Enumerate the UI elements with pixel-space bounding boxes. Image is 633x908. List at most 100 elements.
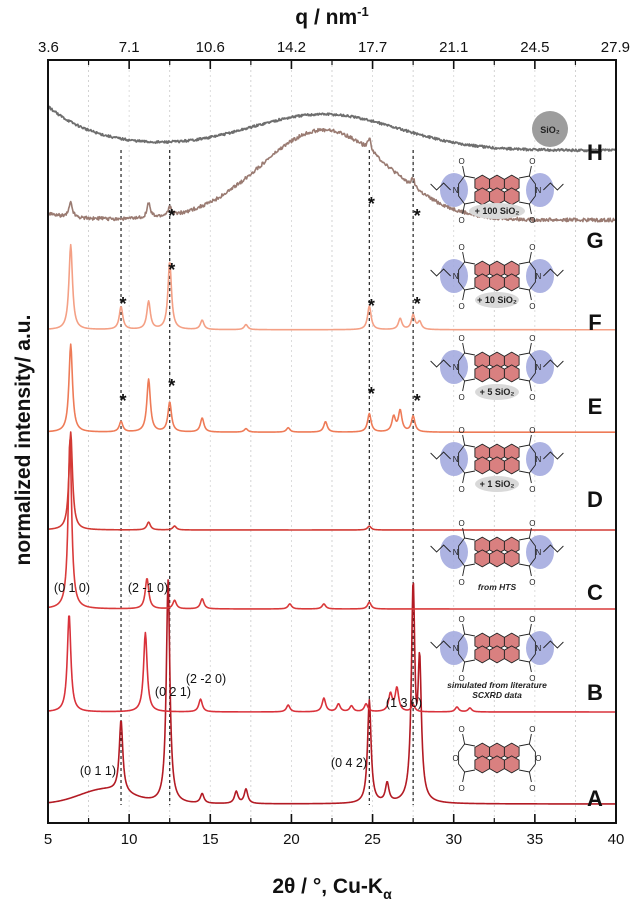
bottom-x-axis-title: 2θ / °, Cu-Kα	[272, 875, 392, 902]
trace-label-C: C	[587, 580, 603, 605]
trace-C	[47, 439, 617, 610]
ring	[503, 187, 520, 206]
molecule-insets: OOOOOOOONOONOONOONOONOONOONOONOONOONOONO…	[430, 111, 568, 793]
ring	[474, 456, 491, 475]
top-tick-label: 17.7	[358, 39, 387, 56]
molecule-E: O O N O O N	[430, 334, 564, 402]
peak-star: *	[168, 376, 175, 396]
carbonyl	[462, 342, 466, 354]
peak-label: (0 1 0)	[54, 581, 90, 595]
imide-ring	[518, 633, 536, 663]
annotations: A B C D E F G H (0 1 1) (0 2 1) (0 4 2) (1 3 0) (0 1…	[54, 140, 604, 811]
axis-ticks: 5 10 15 20 25 30 35 40 3.6 7.1 10.6 14.2 17.7 21.1 24.…	[38, 39, 630, 848]
alkyl-chain	[543, 451, 564, 460]
carbonyl	[528, 380, 532, 392]
carbonyl	[462, 733, 466, 745]
caption-B-line2: SCXRD data	[472, 690, 522, 700]
silica-oval	[469, 203, 525, 219]
oxygen-label: O	[458, 243, 464, 252]
ring	[489, 187, 505, 206]
trace-E	[47, 343, 617, 434]
bottom-tick-label: 40	[608, 831, 625, 848]
peak-label: (0 1 1)	[80, 764, 116, 778]
carbonyl	[462, 472, 466, 484]
bottom-tick-label: 15	[202, 831, 219, 848]
bottom-tick-label: 20	[283, 831, 300, 848]
nitrogen-label: N	[535, 363, 541, 372]
peak-label: (2 -1 0)	[128, 581, 168, 595]
oxygen-label: O	[452, 754, 458, 763]
imide-ring	[458, 175, 476, 205]
carbonyl	[462, 527, 466, 539]
molecule-C: O O N O O N	[430, 519, 564, 587]
oxygen-label: O	[529, 334, 535, 343]
oxygen-label: O	[458, 725, 464, 734]
peak-star: *	[414, 294, 421, 314]
peak-star: *	[414, 391, 421, 411]
carbonyl	[528, 623, 532, 635]
nitrogen-label: N	[535, 548, 541, 557]
nitrogen-label: N	[453, 272, 459, 281]
trace-label-G: G	[586, 228, 603, 253]
y-axis-title: normalized intensity/ a.u.	[12, 315, 35, 566]
grid-lines	[88, 60, 576, 823]
caption-F: + 10 SiO₂	[477, 295, 517, 305]
alkyl-chain	[543, 640, 564, 649]
oxygen-label: O	[458, 615, 464, 624]
imide-ring	[518, 537, 536, 567]
alkyl-chain	[430, 268, 451, 277]
carbonyl	[528, 661, 532, 673]
peak-star: *	[168, 260, 175, 280]
ring	[474, 549, 491, 568]
peak-label: (0 2 1)	[155, 685, 191, 699]
top-tick-label: 3.6	[38, 39, 59, 56]
nitrogen-label: N	[453, 186, 459, 195]
top-tick-label: 10.6	[196, 39, 225, 56]
peak-star: *	[368, 194, 375, 214]
oxygen-label: O	[535, 754, 541, 763]
molecule-A: O O O O O O	[452, 725, 541, 793]
imide-ring	[458, 352, 476, 382]
ring	[474, 755, 491, 774]
carbonyl	[462, 380, 466, 392]
ring	[503, 364, 520, 383]
oxygen-label: O	[529, 302, 535, 311]
ring	[474, 645, 491, 664]
peak-star: *	[368, 384, 375, 404]
nitrogen-label: N	[453, 548, 459, 557]
silica-oval	[475, 384, 519, 400]
top-tick-label: 14.2	[277, 39, 306, 56]
alkyl-chain	[430, 359, 451, 368]
oxygen-label: O	[529, 393, 535, 402]
ring	[503, 456, 520, 475]
caption-D: + 1 SiO₂	[480, 479, 515, 489]
oxygen-label: O	[458, 578, 464, 587]
bottom-tick-label: 35	[527, 831, 544, 848]
alkyl-chain	[543, 359, 564, 368]
imide-ring	[518, 261, 536, 291]
imide-ring	[458, 743, 476, 773]
carbonyl	[528, 434, 532, 446]
nitrogen-label: N	[535, 272, 541, 281]
carbonyl	[462, 771, 466, 783]
carbonyl	[528, 565, 532, 577]
carbonyl	[462, 203, 466, 215]
caption-C: from HTS	[478, 582, 517, 592]
top-tick-label: 24.5	[520, 39, 549, 56]
oxygen-label: O	[458, 216, 464, 225]
oxygen-label: O	[458, 302, 464, 311]
oxygen-label: O	[458, 393, 464, 402]
carbonyl	[528, 527, 532, 539]
imide-ring	[518, 352, 536, 382]
imide-ring	[458, 444, 476, 474]
oxygen-label: O	[529, 426, 535, 435]
trace-label-A: A	[587, 786, 603, 811]
trace-label-H: H	[587, 140, 603, 165]
trace-B	[47, 615, 617, 713]
imide-ring	[458, 537, 476, 567]
bottom-tick-label: 5	[44, 831, 52, 848]
ring	[489, 364, 505, 383]
trace-F	[47, 243, 617, 331]
imide-ring	[458, 261, 476, 291]
